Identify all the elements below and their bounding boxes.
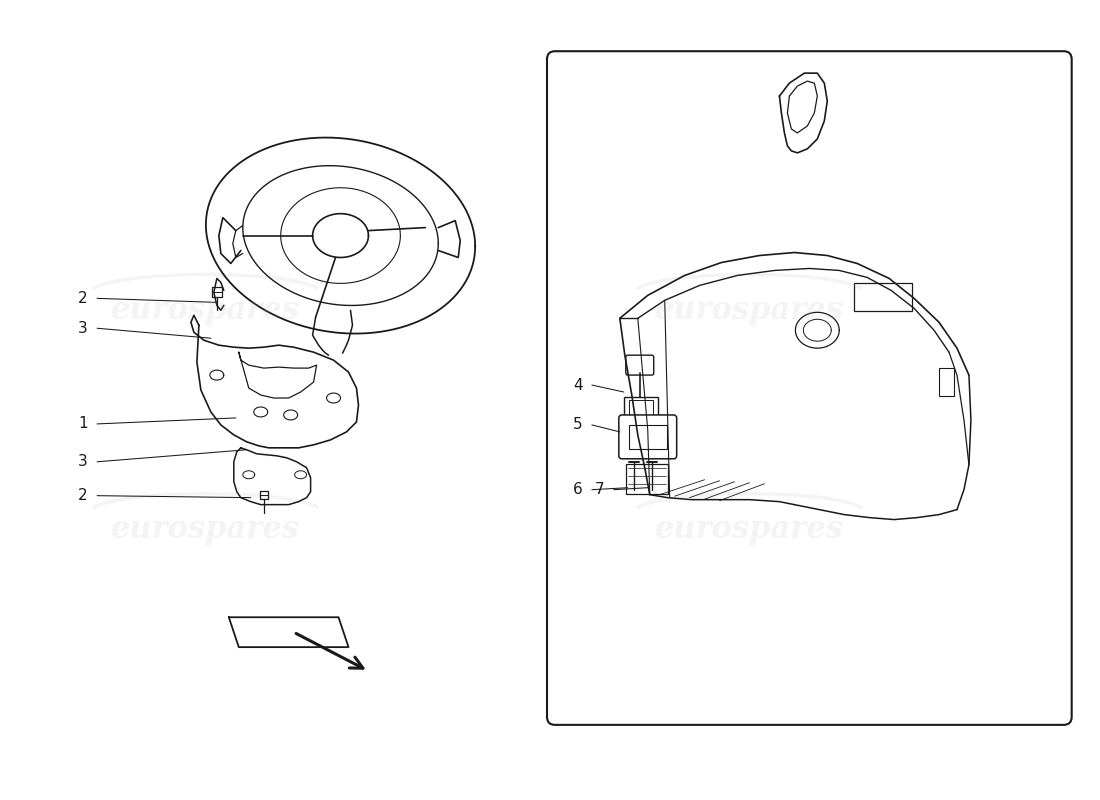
Text: eurospares: eurospares xyxy=(656,295,844,326)
Text: 1: 1 xyxy=(78,417,88,431)
Text: eurospares: eurospares xyxy=(656,514,844,545)
FancyBboxPatch shape xyxy=(619,415,676,458)
Text: 3: 3 xyxy=(78,454,88,470)
Text: eurospares: eurospares xyxy=(111,514,300,545)
Text: 5: 5 xyxy=(573,418,583,433)
FancyBboxPatch shape xyxy=(624,397,658,419)
Text: 7: 7 xyxy=(595,482,605,497)
FancyBboxPatch shape xyxy=(626,464,668,494)
Text: 4: 4 xyxy=(573,378,583,393)
Text: 2: 2 xyxy=(78,488,88,503)
FancyBboxPatch shape xyxy=(626,355,653,375)
Text: eurospares: eurospares xyxy=(111,295,300,326)
Text: 2: 2 xyxy=(78,291,88,306)
Text: 6: 6 xyxy=(573,482,583,497)
Text: 3: 3 xyxy=(78,321,88,336)
